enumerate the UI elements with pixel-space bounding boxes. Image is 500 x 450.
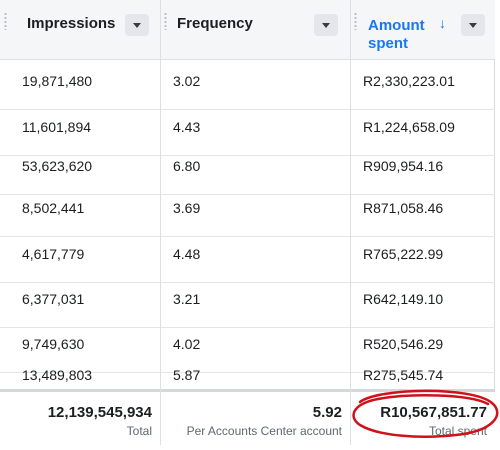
column-divider bbox=[350, 0, 351, 445]
column-label-amount-line1: Amount bbox=[368, 17, 425, 34]
column-label-frequency: Frequency bbox=[177, 15, 253, 32]
column-header-impressions[interactable]: Impressions bbox=[0, 0, 160, 60]
amount-spent-cell: R765,222.99 bbox=[363, 246, 444, 262]
impressions-cell: 4,617,779 bbox=[22, 246, 85, 262]
amount-spent-cell: R275,545.74 bbox=[363, 367, 444, 383]
amount-spent-cell: R642,149.10 bbox=[363, 291, 444, 307]
frequency-average-label: Per Accounts Center account bbox=[186, 424, 342, 438]
column-resize-grip-icon[interactable] bbox=[4, 12, 7, 30]
amount-spent-cell: R871,058.46 bbox=[363, 200, 444, 216]
column-menu-dropdown-button[interactable] bbox=[461, 14, 485, 36]
column-label-amount-line2: spent bbox=[368, 35, 409, 52]
column-divider bbox=[160, 0, 161, 445]
amount-spent-cell: R520,546.29 bbox=[363, 336, 444, 352]
table-row: 8,502,441 3.69 R871,058.46 bbox=[0, 182, 495, 237]
table-row: 11,601,894 4.43 R1,224,658.09 bbox=[0, 101, 495, 156]
impressions-cell: 53,623,620 bbox=[22, 158, 93, 174]
frequency-cell: 3.69 bbox=[173, 200, 201, 216]
caret-down-icon bbox=[133, 22, 141, 28]
table-row: 19,871,480 3.02 R2,330,223.01 bbox=[0, 55, 495, 110]
amount-spent-cell: R2,330,223.01 bbox=[363, 73, 455, 89]
total-impressions-label: Total bbox=[126, 424, 152, 438]
column-label-amount-spent: Amount spent bbox=[368, 17, 425, 53]
impressions-cell: 19,871,480 bbox=[22, 73, 93, 89]
column-resize-grip-icon[interactable] bbox=[164, 12, 167, 30]
table-row: 9,749,630 4.02 R520,546.29 bbox=[0, 318, 495, 373]
total-impressions-value: 12,139,545,934 bbox=[47, 404, 152, 421]
column-header-frequency[interactable]: Frequency bbox=[160, 0, 350, 60]
impressions-cell: 6,377,031 bbox=[22, 291, 85, 307]
column-header-amount-spent[interactable]: Amount spent ↓ bbox=[350, 0, 495, 60]
frequency-cell: 4.43 bbox=[173, 119, 201, 135]
total-amount-spent-value: R10,567,851.77 bbox=[380, 404, 487, 421]
table-row: 53,623,620 6.80 R909,954.16 bbox=[0, 140, 495, 195]
amount-spent-cell: R1,224,658.09 bbox=[363, 119, 455, 135]
frequency-cell: 6.80 bbox=[173, 158, 201, 174]
table-row: 4,617,779 4.48 R765,222.99 bbox=[0, 228, 495, 283]
caret-down-icon bbox=[322, 22, 330, 28]
frequency-cell: 4.02 bbox=[173, 336, 201, 352]
impressions-cell: 11,601,894 bbox=[22, 119, 92, 135]
table-row: 6,377,031 3.21 R642,149.10 bbox=[0, 273, 495, 328]
frequency-cell: 4.48 bbox=[173, 246, 201, 262]
totals-row: 12,139,545,934 Total 5.92 Per Accounts C… bbox=[0, 389, 495, 445]
impressions-cell: 8,502,441 bbox=[22, 200, 85, 216]
table-row: 13,489,803 5.87 R275,545.74 bbox=[0, 359, 495, 389]
frequency-cell: 3.21 bbox=[173, 291, 201, 307]
frequency-cell: 3.02 bbox=[173, 73, 201, 89]
amount-spent-cell: R909,954.16 bbox=[363, 158, 444, 174]
column-menu-dropdown-button[interactable] bbox=[125, 14, 149, 36]
frequency-average-value: 5.92 bbox=[312, 404, 342, 421]
sort-descending-icon[interactable]: ↓ bbox=[439, 15, 446, 31]
impressions-cell: 9,749,630 bbox=[22, 336, 85, 352]
impressions-cell: 13,489,803 bbox=[22, 367, 93, 383]
column-label-impressions: Impressions bbox=[27, 15, 116, 32]
frequency-cell: 5.87 bbox=[173, 367, 201, 383]
caret-down-icon bbox=[469, 22, 477, 28]
column-resize-grip-icon[interactable] bbox=[354, 12, 357, 30]
total-amount-spent-label: Total spent bbox=[428, 424, 487, 438]
column-menu-dropdown-button[interactable] bbox=[314, 14, 338, 36]
